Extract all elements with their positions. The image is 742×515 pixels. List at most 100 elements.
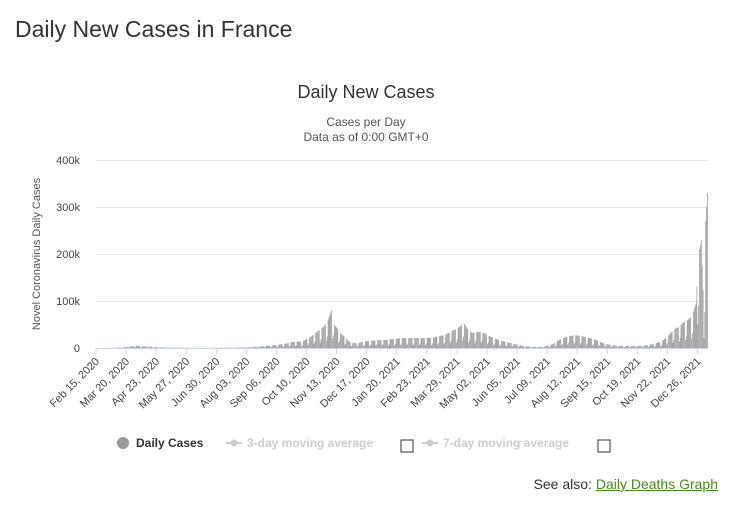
daily-case-bar xyxy=(376,344,378,348)
daily-case-bar xyxy=(432,343,433,348)
daily-case-bar xyxy=(585,344,587,348)
daily-case-bar xyxy=(624,345,626,348)
daily-case-bar xyxy=(366,341,368,348)
daily-case-bar xyxy=(467,329,469,348)
daily-case-bar xyxy=(567,344,569,348)
daily-case-bar xyxy=(657,342,659,348)
daily-case-bar xyxy=(496,339,498,348)
daily-case-bar xyxy=(348,341,350,348)
daily-case-bar xyxy=(293,341,294,348)
legend-item-3-day-average[interactable]: 3-day moving average xyxy=(226,436,373,450)
daily-case-bar xyxy=(493,344,494,348)
daily-case-bar xyxy=(485,333,486,348)
daily-case-bar xyxy=(305,339,307,348)
daily-case-bar xyxy=(471,332,473,348)
daily-case-bar xyxy=(464,324,466,348)
daily-case-bar xyxy=(568,342,570,348)
daily-case-bar xyxy=(340,333,342,348)
daily-case-bar xyxy=(386,339,388,348)
daily-case-bar xyxy=(160,347,162,348)
y-tick-label: 300k xyxy=(56,202,80,214)
daily-case-bar xyxy=(289,345,291,348)
daily-case-bar xyxy=(268,345,270,348)
daily-case-bar xyxy=(243,347,245,348)
page-title: Daily New Cases in France xyxy=(15,16,293,42)
daily-case-bar xyxy=(609,344,611,348)
daily-case-bar xyxy=(689,317,691,348)
daily-case-bar xyxy=(409,338,411,348)
y-tick-label: 200k xyxy=(56,249,80,261)
daily-case-bar xyxy=(324,325,325,348)
daily-case-bar xyxy=(541,346,543,348)
daily-case-bar xyxy=(299,341,301,348)
daily-case-bar xyxy=(418,345,420,348)
legend-item-7-day-average[interactable]: 7-day moving average xyxy=(422,436,569,450)
daily-case-bar xyxy=(632,346,634,348)
legend-label-7-day-average: 7-day moving average xyxy=(443,436,569,450)
daily-case-bar xyxy=(417,338,419,348)
daily-case-bar xyxy=(164,347,165,348)
daily-case-bar xyxy=(553,343,554,348)
daily-case-bar xyxy=(316,332,317,348)
daily-case-bar xyxy=(323,326,325,348)
daily-case-bar xyxy=(304,339,306,348)
daily-case-bar xyxy=(365,341,367,348)
daily-case-bar xyxy=(631,346,633,348)
daily-case-bar xyxy=(352,342,354,348)
daily-case-bar xyxy=(434,337,436,348)
daily-case-bar xyxy=(655,343,657,348)
daily-case-bar xyxy=(279,344,281,348)
daily-case-bar xyxy=(303,340,305,348)
daily-case-bar xyxy=(633,346,635,348)
daily-case-bar xyxy=(328,317,330,348)
daily-case-bar xyxy=(451,331,453,348)
daily-case-bar xyxy=(462,340,463,348)
y-axis-label: Novel Coronavirus Daily Cases xyxy=(31,177,43,330)
daily-case-bar xyxy=(662,339,664,348)
daily-case-bar xyxy=(133,346,134,348)
legend-item-daily-cases[interactable]: Daily Cases xyxy=(117,436,204,450)
checkbox-7-day-average[interactable] xyxy=(597,439,611,453)
daily-case-bar xyxy=(319,342,321,348)
daily-case-bar xyxy=(466,327,468,348)
daily-case-bar xyxy=(698,305,700,348)
daily-case-bar xyxy=(583,336,585,348)
daily-case-bar xyxy=(374,340,376,348)
daily-case-bar xyxy=(539,346,541,348)
daily-case-bar xyxy=(654,346,655,348)
daily-case-bar xyxy=(497,339,499,348)
daily-case-bar xyxy=(661,345,662,348)
daily-case-bar xyxy=(652,344,654,348)
daily-case-bar xyxy=(547,345,549,348)
daily-case-bar xyxy=(253,346,255,348)
daily-deaths-graph-link[interactable]: Daily Deaths Graph xyxy=(595,476,718,492)
daily-case-bar xyxy=(340,332,341,348)
daily-case-bar xyxy=(543,347,545,348)
see-also: See also: Daily Deaths Graph xyxy=(534,476,718,492)
daily-case-bar xyxy=(700,244,701,348)
daily-case-bar xyxy=(145,346,147,348)
daily-case-bar xyxy=(349,342,351,348)
daily-case-bar xyxy=(703,338,705,348)
daily-case-bar xyxy=(660,346,661,348)
daily-case-bar xyxy=(155,347,156,348)
daily-case-bar xyxy=(535,347,537,348)
daily-case-bar xyxy=(312,334,314,348)
daily-case-bar xyxy=(272,345,274,348)
daily-case-bar xyxy=(424,345,426,348)
daily-case-bar xyxy=(280,344,282,348)
daily-case-bar xyxy=(559,339,561,348)
daily-case-bar xyxy=(579,344,581,348)
daily-case-bar xyxy=(277,346,279,348)
daily-case-bar xyxy=(335,326,337,348)
daily-case-bar xyxy=(383,340,385,348)
daily-case-bar xyxy=(302,340,304,348)
checkbox-3-day-average[interactable] xyxy=(400,439,414,453)
daily-case-bar xyxy=(260,346,262,348)
daily-case-bar xyxy=(520,345,522,348)
daily-case-bar xyxy=(399,338,401,348)
daily-case-bar xyxy=(651,344,653,348)
daily-case-bar xyxy=(318,330,320,348)
daily-case-bar xyxy=(414,338,416,348)
daily-case-bar xyxy=(359,342,361,348)
